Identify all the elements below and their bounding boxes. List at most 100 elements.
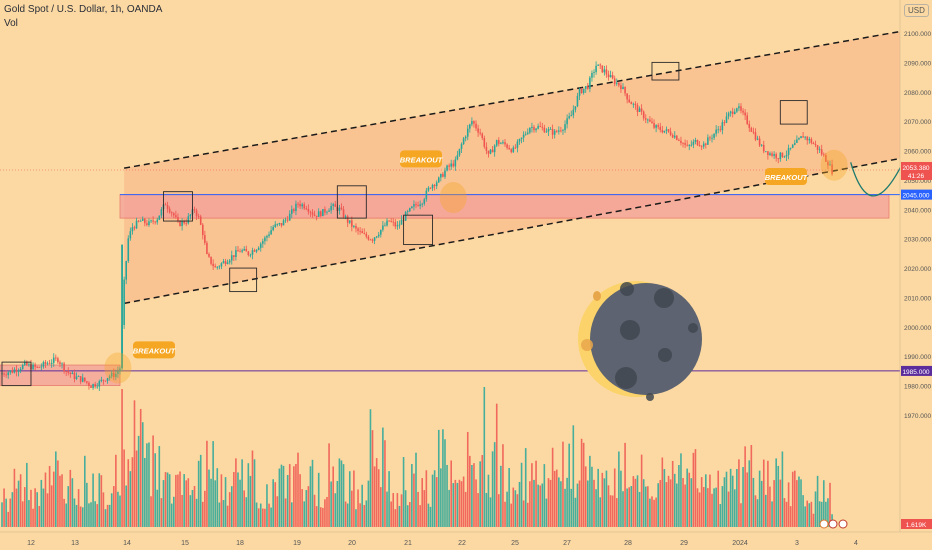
candle-body — [133, 227, 136, 229]
candle-body — [284, 219, 287, 221]
volume-bar — [775, 458, 777, 527]
volume-bar — [166, 472, 169, 527]
volume-bar — [417, 491, 419, 527]
candle-body — [605, 69, 608, 75]
candle-body — [278, 223, 281, 224]
candle-body — [464, 136, 467, 139]
volume-bar — [669, 479, 672, 527]
candle-body — [746, 115, 748, 124]
volume-bar — [829, 482, 831, 527]
candle-body — [765, 151, 767, 153]
moon-dark-side — [590, 283, 702, 395]
volume-indicator-label[interactable]: Vol — [4, 18, 18, 29]
volume-bar — [259, 503, 262, 527]
volume-bar — [446, 464, 448, 527]
volume-bar — [137, 435, 140, 527]
candle-body — [326, 211, 328, 213]
candle-body — [297, 203, 299, 205]
candle-body — [239, 251, 241, 253]
candle-body — [529, 127, 531, 133]
volume-bar — [230, 486, 233, 527]
volume-bar — [309, 466, 312, 527]
candle-body — [694, 140, 697, 142]
candle-body — [135, 220, 138, 229]
volume-bar — [756, 499, 759, 527]
moon-crater — [581, 339, 593, 351]
candle-body — [504, 142, 506, 145]
volume-bar — [336, 481, 339, 527]
volume-bar — [827, 498, 829, 527]
volume-bar — [79, 506, 82, 527]
candle-body — [423, 199, 426, 204]
candle-body — [628, 99, 631, 103]
volume-bar — [603, 478, 606, 527]
volume-bar — [270, 507, 272, 527]
last-price-badge — [901, 161, 932, 180]
channel-fill — [124, 25, 932, 304]
volume-bar — [34, 488, 36, 527]
candle-body — [729, 111, 732, 114]
volume-bar — [348, 471, 351, 527]
candle-body — [121, 244, 123, 368]
volume-bar — [406, 505, 409, 527]
volume-bar — [73, 498, 76, 527]
volume-bar — [392, 493, 395, 527]
breakout-label: BREAKOUT — [400, 155, 444, 164]
candle-body — [164, 204, 167, 206]
volume-bar — [663, 469, 666, 527]
volume-bar — [299, 474, 301, 527]
candle-body — [744, 112, 746, 116]
volume-bar — [427, 503, 430, 527]
volume-bar — [814, 491, 817, 527]
candle-body — [733, 111, 736, 114]
volume-bar — [733, 489, 736, 527]
candle-body — [574, 106, 577, 110]
volume-bar — [106, 504, 109, 527]
candle-body — [469, 124, 471, 129]
candle-body — [698, 145, 701, 147]
symbol-title[interactable]: Gold Spot / U.S. Dollar, 1h, OANDA — [4, 4, 163, 15]
candle-body — [820, 149, 823, 155]
volume-bar — [440, 468, 442, 527]
volume-badge-label: 1.619K — [906, 522, 927, 529]
candle-body — [276, 223, 279, 225]
candle-body — [210, 256, 212, 264]
candle-body — [386, 220, 388, 226]
volume-bar — [400, 494, 403, 527]
volume-bar — [657, 483, 659, 527]
volume-bar — [727, 491, 730, 527]
level-badge — [901, 189, 932, 200]
candle-body — [437, 177, 440, 183]
candle-body — [762, 144, 765, 152]
candle-body — [634, 103, 637, 106]
candle-body — [235, 250, 237, 258]
candle-body — [489, 149, 492, 154]
volume-bar — [535, 460, 537, 527]
candle-body — [79, 376, 82, 382]
volume-bar — [649, 498, 651, 527]
volume-bar — [305, 490, 308, 527]
currency-button[interactable]: USD — [904, 4, 929, 17]
volume-bar — [787, 482, 790, 527]
volume-bar — [21, 501, 24, 527]
volume-bar — [243, 490, 245, 527]
candle-body — [123, 279, 125, 325]
candle-body — [380, 229, 382, 235]
volume-bar — [796, 480, 798, 527]
x-tick-label: 14 — [123, 540, 131, 547]
candle-body — [613, 78, 616, 84]
volume-bar — [605, 470, 608, 527]
volume-bar — [444, 439, 446, 527]
y-tick-label: 2090.000 — [904, 60, 931, 67]
volume-bar — [473, 463, 475, 527]
candle-body — [651, 121, 653, 124]
volume-bar — [185, 480, 188, 527]
volume-bar — [9, 498, 12, 527]
candle-body — [351, 220, 353, 227]
candle-body — [702, 143, 705, 147]
candle-body — [67, 371, 70, 373]
candle-body — [676, 135, 678, 140]
candle-body — [411, 206, 413, 209]
volume-bar — [340, 460, 343, 527]
